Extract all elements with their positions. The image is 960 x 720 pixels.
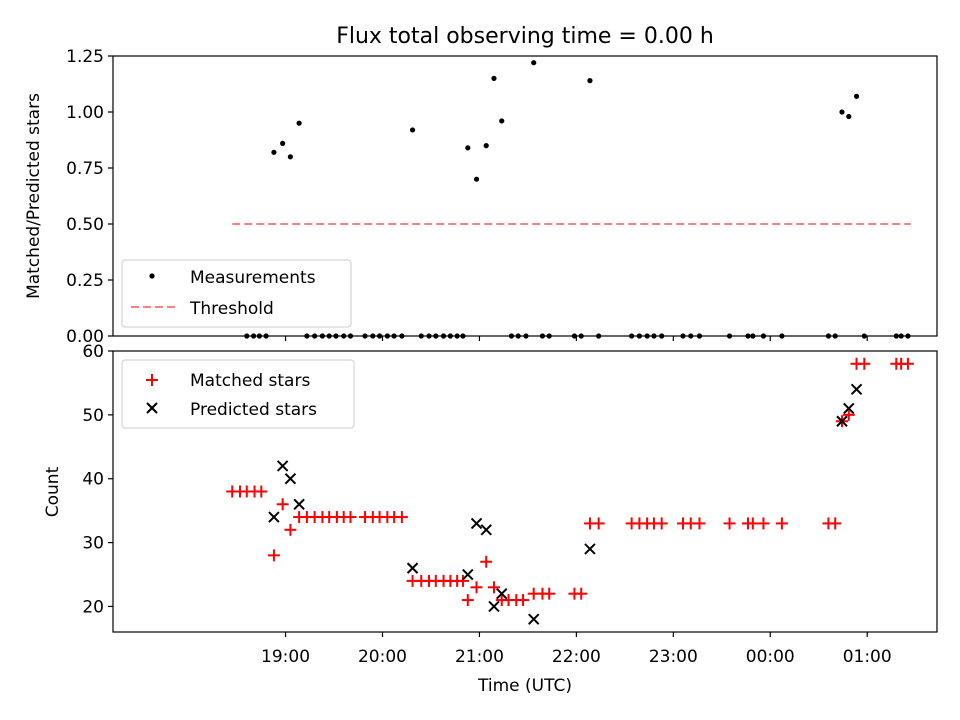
bottom-y-ticks: 20 30 40 50 60	[82, 342, 113, 617]
bottom-axes-frame	[112, 350, 938, 633]
measurement-point	[409, 127, 416, 133]
top-axes-frame	[112, 55, 938, 337]
bottom-x-tick-label: 22:00	[552, 647, 601, 667]
legend-matched-marker	[146, 374, 158, 386]
matched-star-point	[775, 517, 788, 530]
matched-star-point	[723, 517, 736, 530]
matched-star-point	[829, 517, 842, 530]
matched-star-point	[267, 549, 280, 562]
measurement-point	[287, 154, 294, 160]
legend-measurements-marker	[149, 273, 155, 279]
matched-star-point	[901, 357, 914, 370]
matched-star-point	[858, 357, 871, 370]
matched-star-point	[284, 523, 297, 536]
top-y-tick-label: 0.75	[66, 159, 104, 179]
matched-star-point	[487, 581, 500, 594]
top-legend: Measurements Threshold	[121, 259, 352, 328]
matched-star-point	[461, 594, 474, 607]
matched-star-point	[655, 517, 668, 530]
legend-predicted-label: Predicted stars	[190, 400, 317, 420]
legend-threshold-label: Threshold	[189, 299, 274, 319]
bottom-x-tick-label: 20:00	[358, 647, 407, 667]
top-y-ticks: 0.00 0.25 0.50 0.75 1.00 1.25	[66, 47, 113, 347]
bottom-y-tick-label: 50	[82, 406, 104, 426]
bottom-x-tick-label: 01:00	[843, 647, 892, 667]
top-y-tick-label: 1.00	[66, 103, 104, 123]
matched-star-point	[543, 587, 556, 600]
bottom-x-tick-label: 21:00	[455, 647, 504, 667]
measurement-point	[296, 120, 302, 126]
matched-star-point	[575, 587, 588, 600]
predicted-star-point	[843, 402, 855, 415]
measurement-point	[853, 93, 860, 99]
matched-star-point	[470, 581, 483, 594]
measurement-point	[839, 109, 845, 115]
predicted-star-point	[462, 568, 474, 581]
top-legend-box	[121, 259, 352, 328]
measurement-point	[483, 143, 489, 149]
top-panel: Flux total observing time = 0.00 h 0.000…	[24, 24, 938, 347]
bottom-x-tick-label: 00:00	[746, 647, 795, 667]
measurement-point	[499, 118, 505, 124]
predicted-star-point	[836, 415, 848, 427]
bottom-plot-marks	[226, 357, 914, 625]
measurement-point	[473, 176, 480, 182]
predicted-star-point	[284, 473, 297, 485]
bottom-x-tick-label: 19:00	[261, 647, 310, 667]
predicted-star-point	[480, 524, 492, 536]
predicted-star-point	[406, 562, 419, 574]
bottom-xlabel: Time (UTC)	[477, 676, 572, 696]
measurement-point	[271, 149, 277, 155]
measurement-point	[280, 140, 286, 146]
bottom-x-tick-label: 23:00	[649, 647, 698, 667]
predicted-star-point	[293, 498, 305, 510]
predicted-star-point	[268, 511, 280, 523]
bottom-y-tick-label: 30	[82, 534, 104, 554]
matched-star-point	[344, 511, 357, 524]
predicted-star-point	[584, 543, 596, 555]
measurement-point	[587, 78, 593, 84]
predicted-star-point	[470, 517, 483, 530]
top-y-tick-label: 1.25	[66, 47, 104, 67]
legend-measurements-label: Measurements	[190, 268, 316, 288]
matched-star-point	[842, 408, 855, 421]
matched-star-point	[592, 517, 605, 530]
measurement-point	[491, 75, 497, 81]
predicted-star-point	[496, 587, 508, 600]
top-plot-marks	[232, 60, 911, 339]
measurement-point	[846, 113, 852, 120]
predicted-star-point	[528, 613, 540, 625]
bottom-y-tick-label: 40	[82, 470, 104, 490]
bottom-legend: Matched stars Predicted stars	[121, 359, 355, 429]
matched-star-point	[746, 517, 759, 530]
bottom-x-ticks: 19:00 20:00 21:00 22:00 23:00 00:00 01:00	[261, 632, 892, 667]
matched-star-point	[693, 517, 706, 530]
bottom-legend-box	[121, 359, 355, 429]
legend-predicted-marker	[146, 402, 158, 414]
matched-star-point	[757, 517, 770, 530]
matched-star-point	[480, 555, 493, 568]
top-y-tick-label: 0.25	[66, 271, 104, 291]
top-y-tick-label: 0.50	[66, 215, 104, 235]
matched-star-point	[395, 511, 408, 524]
measurement-point	[465, 145, 471, 151]
top-y-tick-label: 0.00	[66, 327, 104, 347]
top-ylabel: Matched/Predicted stars	[24, 93, 44, 299]
legend-matched-label: Matched stars	[190, 371, 310, 391]
predicted-star-point	[276, 460, 289, 472]
matched-star-point	[276, 498, 289, 511]
bottom-y-tick-label: 60	[82, 342, 104, 362]
predicted-star-point	[850, 383, 863, 396]
predicted-star-point	[488, 600, 500, 613]
bottom-y-tick-label: 20	[82, 597, 104, 617]
measurement-point	[531, 60, 537, 66]
matched-star-point	[517, 594, 530, 607]
top-title: Flux total observing time = 0.00 h	[336, 24, 714, 49]
bottom-panel: 20 30 40 50 60 19:00 20:00 21:00 22:00 23:00 00:0…	[43, 342, 938, 696]
top-x-ticks	[284, 336, 868, 341]
matched-star-point	[456, 574, 469, 587]
bottom-ylabel: Count	[43, 466, 63, 517]
matched-star-point	[255, 485, 268, 498]
